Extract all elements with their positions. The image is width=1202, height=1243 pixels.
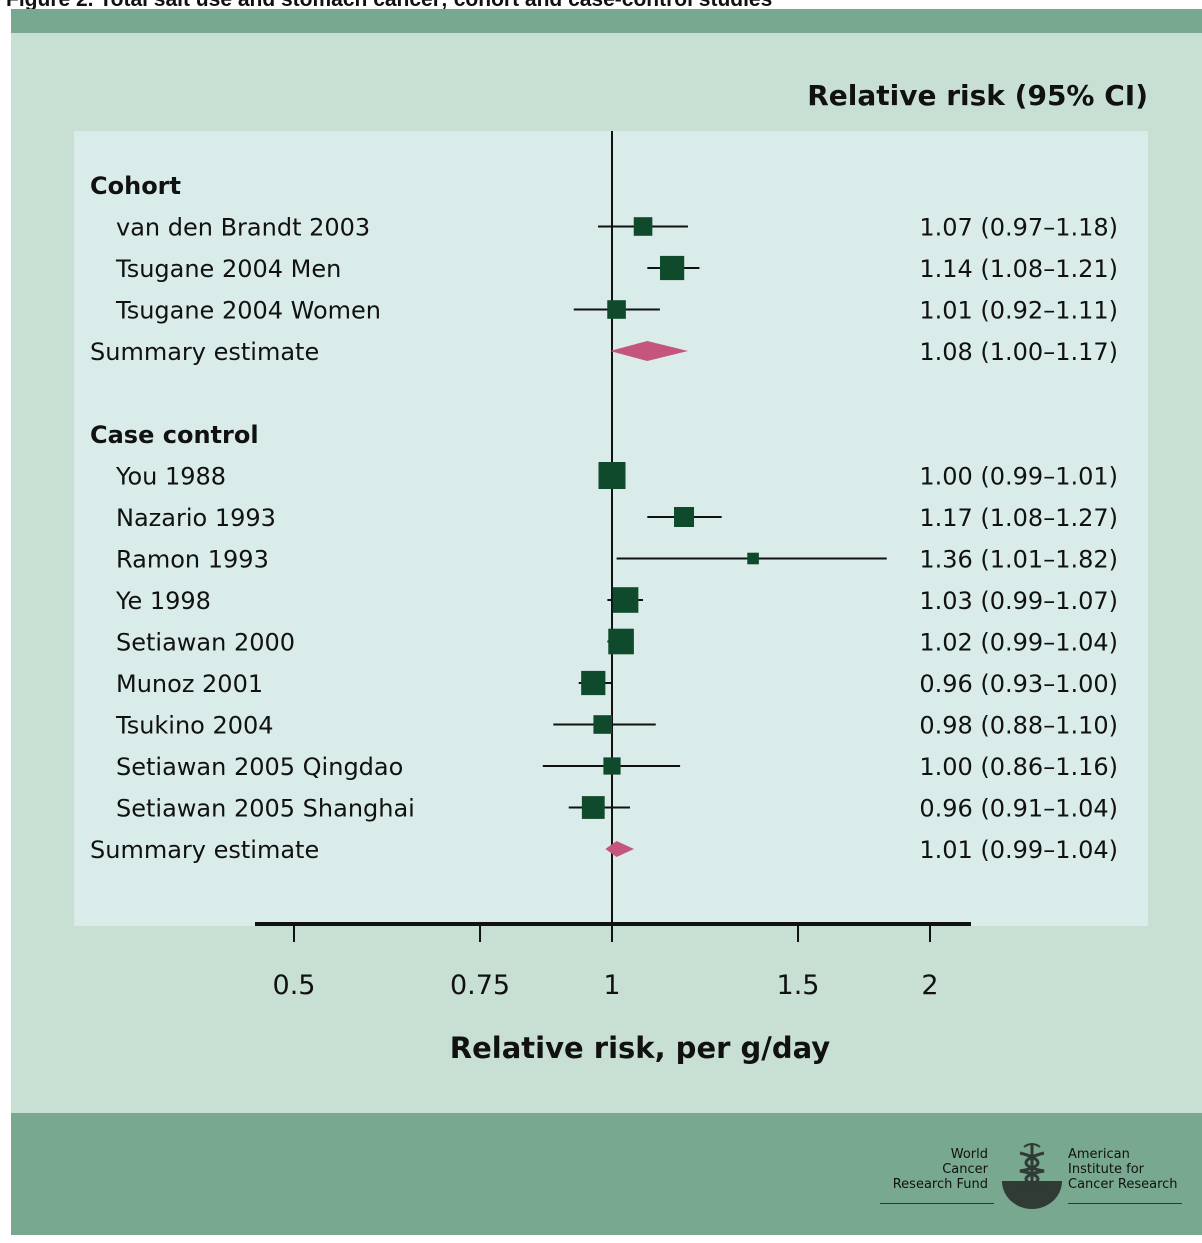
group-heading: Case control bbox=[90, 421, 259, 449]
summary-diamond bbox=[610, 341, 689, 361]
ci-value-label: 0.96 (0.93–1.00) bbox=[919, 670, 1118, 698]
point-marker bbox=[674, 507, 695, 527]
ci-value-label: 1.01 (0.99–1.04) bbox=[919, 836, 1118, 864]
study-label: Munoz 2001 bbox=[116, 670, 263, 698]
summary-label: Summary estimate bbox=[90, 836, 319, 864]
point-marker bbox=[660, 255, 685, 281]
x-tick-label: 1 bbox=[603, 970, 620, 1001]
point-marker bbox=[581, 670, 606, 696]
logo-left-line: Research Fund bbox=[892, 1177, 988, 1192]
point-marker bbox=[608, 628, 634, 655]
ci-value-label: 1.00 (0.99–1.01) bbox=[919, 463, 1118, 491]
ci-value-label: 1.00 (0.86–1.16) bbox=[919, 753, 1118, 781]
x-tick-label: 1.5 bbox=[777, 970, 820, 1001]
x-tick-label: 0.5 bbox=[273, 970, 316, 1001]
ci-value-label: 1.02 (0.99–1.04) bbox=[919, 629, 1118, 657]
aicr-logo-text: American Institute for Cancer Research bbox=[1068, 1147, 1188, 1192]
logo-rule-left bbox=[880, 1203, 994, 1204]
ci-value-label: 1.17 (1.08–1.27) bbox=[919, 504, 1118, 532]
x-tick-label: 2 bbox=[921, 970, 938, 1001]
ci-value-label: 0.98 (0.88–1.10) bbox=[919, 712, 1118, 740]
caduceus-logo-icon bbox=[1002, 1143, 1062, 1209]
ci-value-label: 1.08 (1.00–1.17) bbox=[919, 338, 1118, 366]
study-label: You 1988 bbox=[115, 463, 226, 491]
point-marker bbox=[598, 462, 626, 489]
bottom-band bbox=[11, 1113, 1202, 1235]
study-label: Setiawan 2005 Qingdao bbox=[116, 753, 403, 781]
logo-left-line: World bbox=[950, 1147, 988, 1162]
logo-right-line: American bbox=[1068, 1147, 1130, 1162]
study-label: Tsugane 2004 Women bbox=[115, 297, 381, 325]
study-label: Ye 1998 bbox=[115, 587, 211, 615]
point-marker bbox=[633, 217, 653, 236]
logo-left-line: Cancer bbox=[942, 1162, 988, 1177]
study-label: Ramon 1993 bbox=[116, 546, 269, 574]
column-header: Relative risk (95% CI) bbox=[807, 79, 1148, 112]
summary-diamond bbox=[605, 841, 634, 857]
logo-right-line: Cancer Research bbox=[1068, 1177, 1178, 1192]
ci-value-label: 1.07 (0.97–1.18) bbox=[919, 214, 1118, 242]
top-band bbox=[11, 9, 1202, 33]
point-marker bbox=[607, 300, 626, 319]
wcrf-logo-text: World Cancer Research Fund bbox=[880, 1147, 988, 1192]
study-label: Tsugane 2004 Men bbox=[115, 255, 341, 283]
study-label: Setiawan 2000 bbox=[116, 629, 295, 657]
logo-right-line: Institute for bbox=[1068, 1162, 1144, 1177]
ci-value-label: 1.36 (1.01–1.82) bbox=[919, 546, 1118, 574]
point-marker bbox=[593, 715, 613, 734]
point-marker bbox=[747, 552, 759, 565]
ci-value-label: 1.01 (0.92–1.11) bbox=[919, 297, 1118, 325]
summary-label: Summary estimate bbox=[90, 338, 319, 366]
ci-value-label: 0.96 (0.91–1.04) bbox=[919, 795, 1118, 823]
point-marker bbox=[603, 757, 621, 775]
study-label: Setiawan 2005 Shanghai bbox=[116, 795, 415, 823]
x-axis-title: Relative risk, per g/day bbox=[450, 1031, 830, 1065]
figure-caption: Figure 2. Total salt use and stomach can… bbox=[6, 0, 772, 12]
study-label: Tsukino 2004 bbox=[115, 712, 274, 740]
logo-rule-right bbox=[1068, 1203, 1182, 1204]
point-marker bbox=[612, 587, 639, 613]
group-heading: Cohort bbox=[90, 172, 181, 200]
x-tick-label: 0.75 bbox=[450, 970, 510, 1001]
point-marker bbox=[581, 796, 605, 819]
ci-value-label: 1.03 (0.99–1.07) bbox=[919, 587, 1118, 615]
study-label: van den Brandt 2003 bbox=[116, 214, 370, 242]
study-label: Nazario 1993 bbox=[116, 504, 276, 532]
ci-value-label: 1.14 (1.08–1.21) bbox=[919, 255, 1118, 283]
